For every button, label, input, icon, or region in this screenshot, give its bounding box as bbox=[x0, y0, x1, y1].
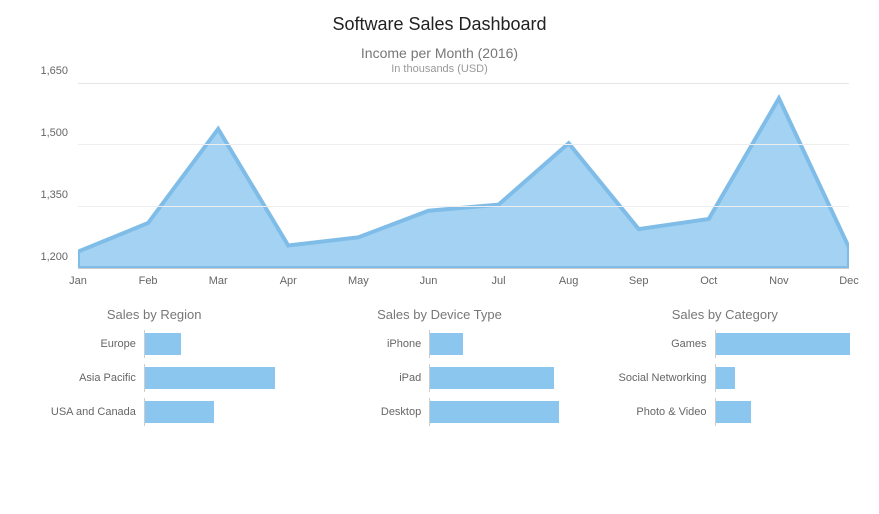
bar-label: Asia Pacific bbox=[26, 372, 144, 384]
bar-label: USA and Canada bbox=[26, 406, 144, 418]
bar-track bbox=[144, 398, 282, 426]
grid-line bbox=[78, 206, 849, 207]
bar-label: iPad bbox=[311, 372, 429, 384]
bar-row: iPad bbox=[311, 364, 567, 392]
x-tick: Apr bbox=[280, 275, 297, 287]
x-tick: Sep bbox=[629, 275, 649, 287]
mini-chart-title: Sales by Category bbox=[597, 307, 853, 322]
x-tick: Aug bbox=[559, 275, 579, 287]
bar-row: Games bbox=[597, 330, 853, 358]
bar-row: Desktop bbox=[311, 398, 567, 426]
grid-line bbox=[78, 144, 849, 145]
mini-charts-row: Sales by Region Europe Asia Pacific USA and… bbox=[26, 307, 853, 432]
bar-track bbox=[429, 398, 567, 426]
bar-label: Desktop bbox=[311, 406, 429, 418]
bar-fill bbox=[430, 401, 559, 423]
x-tick: Jul bbox=[492, 275, 506, 287]
area-chart-subtitle: In thousands (USD) bbox=[20, 63, 859, 75]
mini-chart-title: Sales by Region bbox=[26, 307, 282, 322]
x-tick: Feb bbox=[139, 275, 158, 287]
area-series bbox=[78, 84, 849, 268]
x-axis: JanFebMarAprMayJunJulAugSepOctNovDec bbox=[78, 271, 849, 293]
bar-track bbox=[144, 364, 282, 392]
mini-chart-title: Sales by Device Type bbox=[311, 307, 567, 322]
bar-fill bbox=[716, 333, 851, 355]
x-tick: Jan bbox=[69, 275, 87, 287]
bar-label: Photo & Video bbox=[597, 406, 715, 418]
bar-row: Photo & Video bbox=[597, 398, 853, 426]
y-tick: 1,200 bbox=[40, 251, 68, 263]
y-axis: 1,2001,3501,5001,650 bbox=[30, 83, 74, 269]
y-tick: 1,650 bbox=[40, 65, 68, 77]
plot-area bbox=[78, 83, 849, 269]
bar-fill bbox=[716, 367, 735, 389]
mini-chart: Sales by Region Europe Asia Pacific USA and… bbox=[26, 307, 282, 432]
x-tick: Dec bbox=[839, 275, 859, 287]
x-tick: Jun bbox=[420, 275, 438, 287]
y-tick: 1,500 bbox=[40, 127, 68, 139]
bar-row: Social Networking bbox=[597, 364, 853, 392]
bar-track bbox=[715, 364, 853, 392]
y-tick: 1,350 bbox=[40, 189, 68, 201]
bar-fill bbox=[430, 367, 554, 389]
bar-label: Europe bbox=[26, 338, 144, 350]
bar-track bbox=[429, 364, 567, 392]
bar-fill bbox=[145, 333, 181, 355]
bar-row: iPhone bbox=[311, 330, 567, 358]
bar-fill bbox=[430, 333, 463, 355]
bar-label: Games bbox=[597, 338, 715, 350]
income-area-chart: 1,2001,3501,5001,650 JanFebMarAprMayJunJ… bbox=[30, 83, 849, 293]
bar-row: Europe bbox=[26, 330, 282, 358]
x-tick: Nov bbox=[769, 275, 789, 287]
mini-chart: Sales by Category Games Social Networking P… bbox=[597, 307, 853, 432]
bar-label: iPhone bbox=[311, 338, 429, 350]
bar-row: USA and Canada bbox=[26, 398, 282, 426]
bar-track bbox=[429, 330, 567, 358]
bar-row: Asia Pacific bbox=[26, 364, 282, 392]
mini-chart: Sales by Device Type iPhone iPad Desktop bbox=[311, 307, 567, 432]
bar-fill bbox=[716, 401, 752, 423]
bar-track bbox=[144, 330, 282, 358]
bar-fill bbox=[145, 401, 214, 423]
page-title: Software Sales Dashboard bbox=[20, 14, 859, 35]
bar-fill bbox=[145, 367, 276, 389]
bar-track bbox=[715, 330, 853, 358]
x-tick: May bbox=[348, 275, 369, 287]
x-tick: Mar bbox=[209, 275, 228, 287]
dashboard: Software Sales Dashboard Income per Mont… bbox=[0, 0, 879, 514]
bar-track bbox=[715, 398, 853, 426]
bar-label: Social Networking bbox=[597, 372, 715, 384]
x-tick: Oct bbox=[700, 275, 717, 287]
area-chart-title: Income per Month (2016) bbox=[20, 45, 859, 61]
